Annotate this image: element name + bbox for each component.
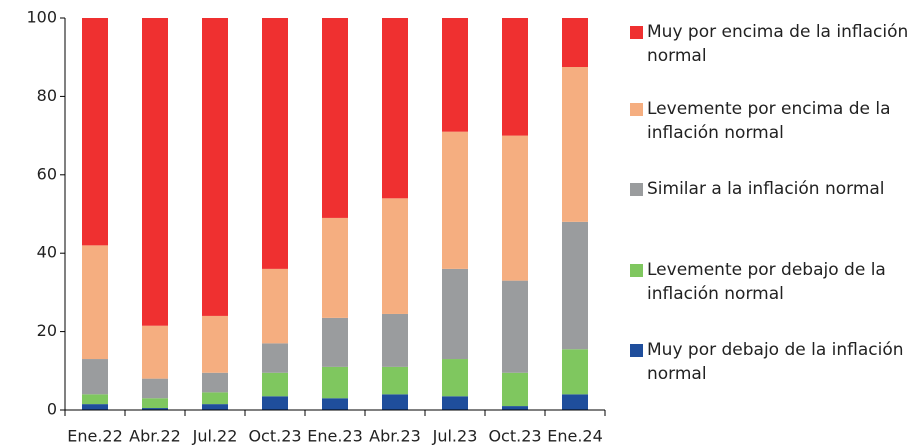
bar-segment <box>442 18 468 132</box>
bar-segment <box>322 317 348 367</box>
bar-segment <box>562 349 588 395</box>
legend-label: Levemente por encima de la inflación nor… <box>647 99 891 143</box>
bar-segment <box>502 135 528 281</box>
bar-segment <box>382 366 408 395</box>
bar-segment <box>202 372 228 393</box>
x-tick-label: Oct.23 <box>248 427 301 446</box>
y-tick-label: 60 <box>37 164 57 183</box>
legend-label: Levemente por debajo de la inflación nor… <box>647 260 886 304</box>
legend-swatch <box>630 26 643 39</box>
bar-segment <box>82 245 108 360</box>
bar-segment <box>562 67 588 222</box>
bar-segment <box>322 217 348 318</box>
y-tick-label: 20 <box>37 321 57 340</box>
bar-segment <box>382 313 408 367</box>
x-tick-label: Jul.22 <box>192 427 238 446</box>
legend-item: Muy por encima de la inflación normal <box>630 20 915 68</box>
bar-segment <box>562 221 588 350</box>
bar-segment <box>502 406 528 410</box>
bar-segment <box>442 359 468 397</box>
bar-segment <box>82 404 108 410</box>
bar-segment <box>262 268 288 344</box>
bar-segment <box>262 343 288 373</box>
bar-segment <box>562 394 588 410</box>
x-tick-label: Ene.22 <box>67 427 123 446</box>
bar-segment <box>142 325 168 379</box>
legend-item: Muy por debajo de la inflación normal <box>630 338 915 386</box>
x-tick-label: Ene.24 <box>547 427 603 446</box>
legend-swatch <box>630 344 643 357</box>
legend-label: Muy por encima de la inflación normal <box>647 22 909 66</box>
legend-item: Similar a la inflación normal <box>630 177 915 201</box>
legend-label: Muy por debajo de la inflación normal <box>647 340 904 384</box>
bar-segment <box>382 18 408 199</box>
bar-segment <box>142 408 168 410</box>
bar-segment <box>82 359 108 395</box>
legend-item: Levemente por debajo de la inflación nor… <box>630 258 915 306</box>
x-tick-label: Abr.22 <box>129 427 181 446</box>
legend-swatch <box>630 183 643 196</box>
bar-segment <box>502 372 528 407</box>
bar-segment <box>322 18 348 218</box>
y-tick-label: 80 <box>37 86 57 105</box>
bar-segment <box>322 366 348 399</box>
bar-segment <box>262 396 288 410</box>
bar-segment <box>142 18 168 326</box>
bar-segment <box>382 198 408 314</box>
bar-segment <box>322 398 348 410</box>
bar-segment <box>442 396 468 410</box>
bar-segment <box>202 18 228 316</box>
bar-segment <box>202 404 228 410</box>
bar-segment <box>442 268 468 360</box>
y-tick-label: 40 <box>37 243 57 262</box>
legend-swatch <box>630 103 643 116</box>
x-tick-label: Oct.23 <box>488 427 541 446</box>
bar-segment <box>202 315 228 373</box>
bar-segment <box>262 18 288 269</box>
bar-segment <box>442 131 468 269</box>
legend-label: Similar a la inflación normal <box>647 179 885 199</box>
y-tick-label: 0 <box>47 400 57 419</box>
bar-segment <box>502 18 528 136</box>
bar-segment <box>562 18 588 67</box>
legend-swatch <box>630 264 643 277</box>
legend-item: Levemente por encima de la inflación nor… <box>630 97 915 145</box>
bar-segment <box>502 280 528 373</box>
x-tick-label: Jul.23 <box>432 427 478 446</box>
bar-segment <box>142 378 168 399</box>
x-tick-label: Ene.23 <box>307 427 363 446</box>
y-tick-label: 100 <box>26 8 57 27</box>
bar-segment <box>82 18 108 246</box>
bar-segment <box>82 394 108 405</box>
bar-segment <box>202 392 228 405</box>
bar-segment <box>142 398 168 409</box>
bar-segment <box>262 372 288 397</box>
x-tick-label: Abr.23 <box>369 427 421 446</box>
bar-segment <box>382 394 408 410</box>
